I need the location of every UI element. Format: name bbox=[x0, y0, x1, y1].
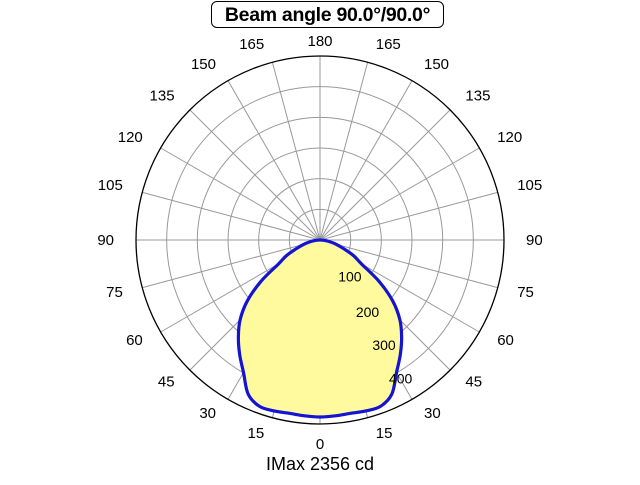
svg-text:400: 400 bbox=[389, 370, 413, 386]
svg-text:135: 135 bbox=[465, 88, 490, 105]
svg-text:45: 45 bbox=[158, 373, 175, 390]
svg-text:60: 60 bbox=[126, 332, 143, 349]
svg-text:90: 90 bbox=[526, 232, 543, 249]
svg-text:165: 165 bbox=[376, 36, 401, 53]
svg-text:75: 75 bbox=[517, 284, 534, 301]
svg-text:15: 15 bbox=[376, 425, 393, 442]
svg-text:100: 100 bbox=[338, 269, 362, 285]
svg-text:135: 135 bbox=[150, 88, 175, 105]
svg-text:200: 200 bbox=[356, 304, 380, 320]
svg-text:300: 300 bbox=[372, 337, 396, 353]
svg-text:75: 75 bbox=[106, 284, 123, 301]
svg-text:15: 15 bbox=[248, 425, 265, 442]
svg-text:90: 90 bbox=[97, 232, 114, 249]
svg-text:105: 105 bbox=[517, 177, 542, 194]
svg-text:0: 0 bbox=[316, 436, 324, 453]
svg-text:180: 180 bbox=[307, 33, 332, 50]
svg-text:60: 60 bbox=[497, 332, 514, 349]
svg-text:165: 165 bbox=[239, 36, 264, 53]
svg-text:30: 30 bbox=[199, 405, 216, 422]
svg-text:150: 150 bbox=[424, 56, 449, 73]
svg-text:45: 45 bbox=[465, 373, 482, 390]
svg-text:120: 120 bbox=[118, 129, 143, 146]
svg-text:150: 150 bbox=[191, 56, 216, 73]
svg-text:120: 120 bbox=[497, 129, 522, 146]
svg-text:105: 105 bbox=[98, 177, 123, 194]
svg-text:30: 30 bbox=[424, 405, 441, 422]
